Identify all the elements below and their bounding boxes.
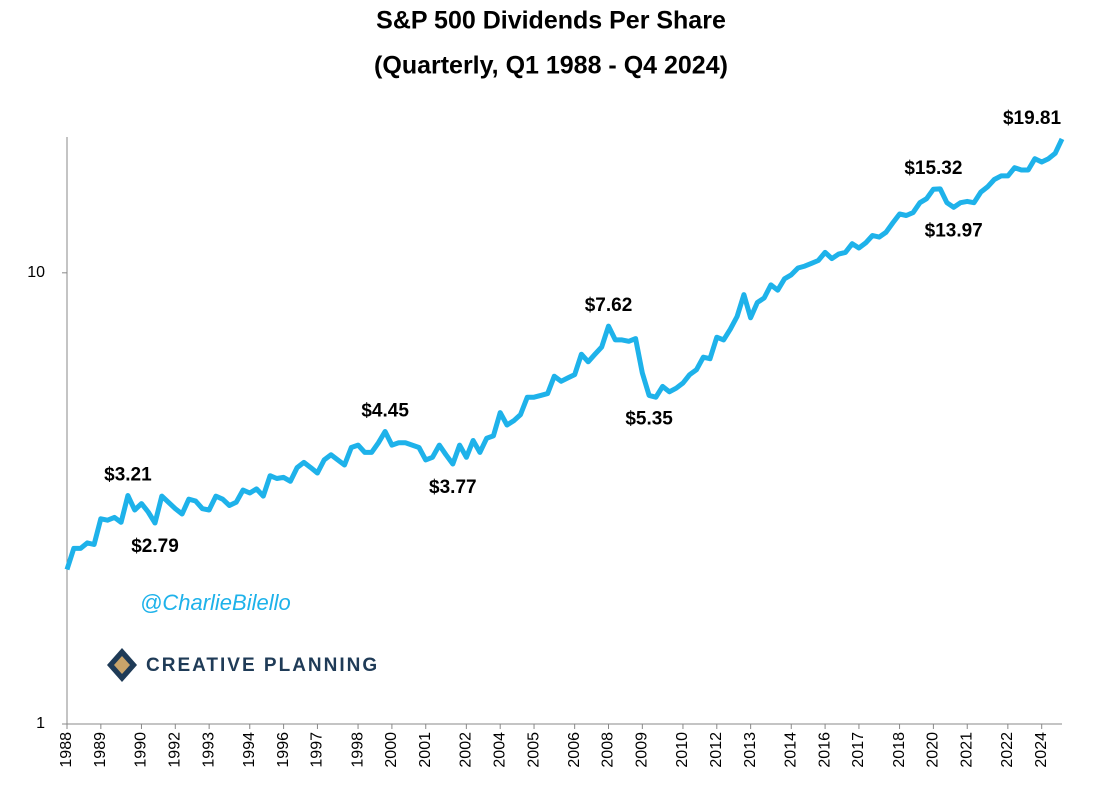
x-tick-label: 2001 — [417, 732, 434, 768]
x-tick-label: 2020 — [925, 732, 942, 768]
x-tick-label: 2022 — [999, 732, 1016, 768]
x-tick-label: 2016 — [816, 732, 833, 768]
x-tick-label: 1992 — [167, 732, 184, 768]
value-label: $7.62 — [585, 295, 633, 316]
x-tick-label: 1988 — [58, 732, 75, 768]
value-label: $3.21 — [104, 464, 152, 485]
logo-text: CREATIVE PLANNING — [146, 655, 379, 676]
x-tick-label: 2005 — [525, 732, 542, 768]
y-tick-label: 10 — [27, 264, 45, 281]
x-tick-label: 2009 — [634, 732, 651, 768]
value-label: $4.45 — [361, 400, 409, 421]
value-label: $19.81 — [1003, 108, 1062, 129]
x-tick-label: 2012 — [708, 732, 725, 768]
x-tick-label: 1994 — [241, 732, 258, 768]
x-tick-label: 2006 — [566, 732, 583, 768]
x-tick-label: 1990 — [133, 732, 150, 768]
x-tick-label: 1998 — [349, 732, 366, 768]
x-tick-label: 2000 — [383, 732, 400, 768]
x-tick-label: 2010 — [674, 732, 691, 768]
data-line — [64, 137, 1065, 571]
chart-subtitle: (Quarterly, Q1 1988 - Q4 2024) — [374, 52, 728, 80]
value-label: $3.77 — [429, 477, 477, 498]
x-tick-label: 2024 — [1033, 732, 1050, 768]
value-label: $15.32 — [904, 158, 962, 179]
logo-icon — [107, 648, 137, 682]
x-tick-label: 2018 — [891, 732, 908, 768]
x-tick-label: 2004 — [491, 732, 508, 768]
x-tick-label: 2021 — [958, 732, 975, 768]
y-tick-label: 1 — [36, 715, 45, 732]
x-tick-label: 2017 — [850, 732, 867, 768]
value-label: $5.35 — [625, 408, 673, 429]
value-label: $2.79 — [131, 536, 179, 557]
watermark: @CharlieBilello — [140, 590, 291, 615]
x-tick-label: 2014 — [782, 732, 799, 768]
x-tick-label: 2002 — [458, 732, 475, 768]
chart-title: S&P 500 Dividends Per Share — [376, 7, 726, 35]
x-tick-label: 2013 — [742, 732, 759, 768]
x-tick-label: 1989 — [92, 732, 109, 768]
x-tick-label: 2008 — [600, 732, 617, 768]
x-tick-label: 1993 — [200, 732, 217, 768]
x-tick-label: 1997 — [309, 732, 326, 768]
x-tick-label: 1996 — [275, 732, 292, 768]
value-label: $13.97 — [925, 220, 983, 241]
